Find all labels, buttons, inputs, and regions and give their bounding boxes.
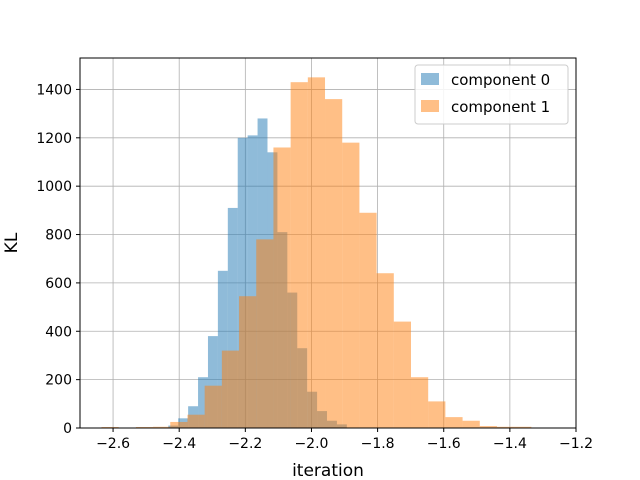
legend-swatch-component-1 bbox=[421, 100, 439, 112]
histogram-bar bbox=[496, 426, 515, 428]
histogram-bar bbox=[479, 426, 497, 428]
x-tick-label: −1.4 bbox=[493, 436, 527, 452]
histogram-bar bbox=[428, 401, 446, 428]
legend-label-component-0: component 0 bbox=[451, 71, 550, 89]
histogram-bar bbox=[247, 135, 258, 428]
histogram-bar bbox=[410, 377, 429, 428]
x-axis-label: iteration bbox=[292, 461, 364, 480]
x-axis-ticks: −2.6 −2.4 −2.2 −2.0 −1.8 −1.6 −1.4 −1.2 bbox=[96, 428, 593, 452]
y-tick-label: 200 bbox=[45, 373, 72, 389]
legend-label-component-1: component 1 bbox=[451, 98, 550, 116]
histogram-bar bbox=[221, 350, 240, 428]
axes-frame bbox=[79, 57, 577, 429]
histogram-bar bbox=[187, 414, 205, 428]
x-tick-label: −1.2 bbox=[559, 436, 593, 452]
histogram-bar bbox=[462, 420, 480, 428]
histogram-bar bbox=[290, 82, 308, 428]
y-tick-label: 800 bbox=[45, 228, 72, 244]
histogram-bar bbox=[153, 426, 171, 428]
legend-swatch-component-0 bbox=[421, 73, 439, 85]
x-tick-label: −2.6 bbox=[96, 436, 130, 452]
histogram-bar bbox=[204, 385, 222, 428]
histogram-bar bbox=[359, 212, 377, 428]
y-tick-label: 1400 bbox=[36, 82, 72, 98]
histogram-bar bbox=[170, 421, 188, 428]
histogram-bar bbox=[217, 270, 228, 428]
histogram-bar bbox=[393, 321, 411, 428]
x-tick-label: −2.2 bbox=[228, 436, 262, 452]
series-component-1 bbox=[101, 77, 532, 429]
histogram-bar bbox=[273, 147, 291, 429]
histogram-bars bbox=[101, 77, 532, 429]
y-tick-label: 1200 bbox=[36, 131, 72, 147]
y-tick-label: 600 bbox=[45, 276, 72, 292]
legend: component 0 component 1 bbox=[414, 64, 569, 125]
x-tick-label: −1.6 bbox=[427, 436, 461, 452]
histogram-bar bbox=[376, 273, 394, 428]
histogram-bar bbox=[198, 377, 208, 428]
histogram-bar bbox=[514, 426, 532, 428]
x-tick-label: −2.4 bbox=[162, 436, 196, 452]
histogram-bar bbox=[307, 77, 326, 428]
histogram-bar bbox=[256, 239, 274, 428]
y-axis-ticks: 0 200 400 600 800 1000 1200 1400 bbox=[36, 82, 80, 437]
histogram-bar bbox=[227, 207, 238, 428]
histogram-bar bbox=[239, 296, 257, 428]
x-tick-label: −2.0 bbox=[294, 436, 328, 452]
y-tick-label: 400 bbox=[45, 324, 72, 340]
histogram-bar bbox=[325, 99, 343, 428]
histogram-bar bbox=[342, 142, 360, 429]
histogram-bar bbox=[237, 137, 248, 428]
y-axis-label: KL bbox=[2, 232, 22, 253]
y-tick-label: 0 bbox=[63, 421, 72, 437]
histogram-bar bbox=[207, 336, 218, 428]
x-tick-label: −1.8 bbox=[361, 436, 395, 452]
legend-frame bbox=[414, 64, 569, 125]
y-tick-label: 1000 bbox=[36, 179, 72, 195]
histogram-bar bbox=[445, 417, 463, 428]
